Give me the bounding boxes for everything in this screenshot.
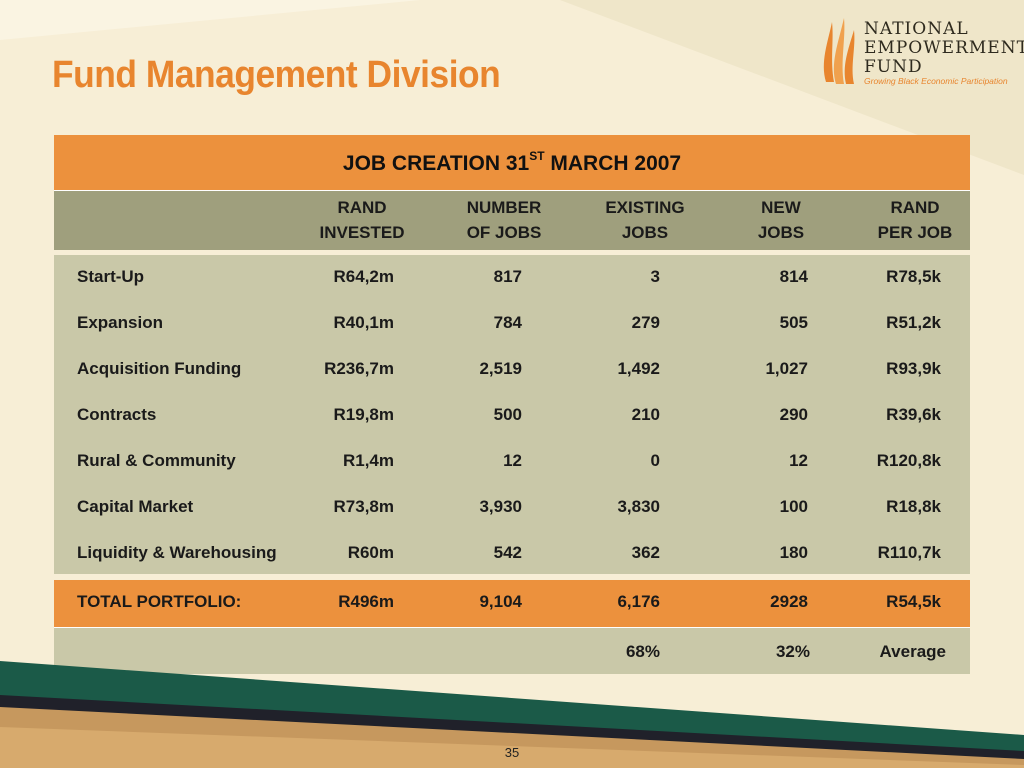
table-body: Start-Up R64,2m 817 3 814 R78,5k Expansi… bbox=[54, 255, 970, 574]
cell-per-job: R18,8k bbox=[886, 497, 941, 516]
table-title-main: JOB CREATION 31 bbox=[342, 152, 530, 175]
header-rand-per-job: RAND PER JOB bbox=[862, 195, 968, 245]
percent-existing: 68% bbox=[625, 642, 660, 661]
percentage-row-cells: 68% 32% Average bbox=[54, 642, 970, 666]
job-creation-table: JOB CREATION 31ST MARCH 2007 RAND INVEST… bbox=[54, 135, 970, 674]
table-row: Liquidity & Warehousing R60m 542 362 180… bbox=[54, 543, 970, 567]
flame-logo-icon bbox=[823, 18, 855, 84]
header-label: EXISTING bbox=[605, 198, 685, 217]
logo-line-3: FUND bbox=[864, 57, 923, 77]
cell-existing: 3,830 bbox=[617, 497, 660, 516]
cell-invested: R19,8m bbox=[333, 405, 394, 424]
header-rand-invested: RAND INVESTED bbox=[306, 195, 418, 245]
row-label: Contracts bbox=[77, 405, 157, 424]
cell-jobs: 12 bbox=[503, 451, 522, 470]
cell-invested: R40,1m bbox=[333, 313, 394, 332]
cell-new: 180 bbox=[779, 543, 808, 562]
cell-new: 100 bbox=[779, 497, 808, 516]
table-title-superscript: ST bbox=[529, 149, 545, 163]
cell-invested: R60m bbox=[347, 543, 394, 562]
percent-average-label: Average bbox=[879, 642, 946, 661]
cell-existing: 0 bbox=[650, 451, 660, 470]
table-row: Acquisition Funding R236,7m 2,519 1,492 … bbox=[54, 359, 970, 383]
table-row: Capital Market R73,8m 3,930 3,830 100 R1… bbox=[54, 497, 970, 521]
header-label: NEW bbox=[761, 198, 801, 217]
header-label: JOBS bbox=[757, 223, 805, 242]
table-title: JOB CREATION 31ST MARCH 2007 bbox=[54, 135, 970, 190]
total-label: TOTAL PORTFOLIO: bbox=[77, 592, 242, 611]
cell-new: 12 bbox=[789, 451, 808, 470]
cell-jobs: 500 bbox=[493, 405, 522, 424]
cell-new: 505 bbox=[779, 313, 808, 332]
cell-per-job: R93,9k bbox=[886, 359, 941, 378]
logo-tagline: Growing Black Economic Participation bbox=[864, 76, 1008, 86]
table-row: Contracts R19,8m 500 210 290 R39,6k bbox=[54, 405, 970, 429]
cell-new: 1,027 bbox=[765, 359, 808, 378]
nef-logo: NATIONAL EMPOWERMENT FUND Growing Black … bbox=[818, 12, 1024, 92]
cell-jobs: 817 bbox=[493, 267, 522, 286]
cell-existing: 210 bbox=[631, 405, 660, 424]
row-label: Start-Up bbox=[77, 267, 145, 286]
page-number: 35 bbox=[504, 745, 520, 760]
cell-jobs: 542 bbox=[493, 543, 522, 562]
table-row: Rural & Community R1,4m 12 0 12 R120,8k bbox=[54, 451, 970, 475]
total-row: TOTAL PORTFOLIO: R496m 9,104 6,176 2928 … bbox=[54, 580, 970, 627]
page-title: Fund Management Division bbox=[52, 54, 501, 96]
cell-existing: 279 bbox=[631, 313, 660, 332]
row-label: Rural & Community bbox=[77, 451, 236, 470]
header-label: OF JOBS bbox=[466, 223, 542, 242]
cell-new: 290 bbox=[779, 405, 808, 424]
total-new: 2928 bbox=[770, 592, 808, 611]
percentage-row: 68% 32% Average bbox=[54, 627, 970, 674]
total-existing: 6,176 bbox=[617, 592, 660, 611]
total-jobs: 9,104 bbox=[479, 592, 522, 611]
cell-existing: 3 bbox=[650, 267, 660, 286]
cell-invested: R64,2m bbox=[333, 267, 394, 286]
table-row: Start-Up R64,2m 817 3 814 R78,5k bbox=[54, 267, 970, 291]
row-label: Liquidity & Warehousing bbox=[77, 543, 277, 562]
logo-line-1: NATIONAL bbox=[864, 19, 969, 39]
row-label: Capital Market bbox=[77, 497, 194, 516]
header-new-jobs: NEW JOBS bbox=[736, 195, 826, 245]
header-label: NUMBER bbox=[466, 198, 542, 217]
row-label: Expansion bbox=[77, 313, 163, 332]
header-label: INVESTED bbox=[319, 223, 405, 242]
cell-per-job: R120,8k bbox=[876, 451, 941, 470]
total-invested: R496m bbox=[338, 592, 394, 611]
logo-wordmark: NATIONAL EMPOWERMENT FUND bbox=[864, 20, 1024, 77]
cell-jobs: 3,930 bbox=[479, 497, 522, 516]
cell-invested: R236,7m bbox=[324, 359, 394, 378]
cell-jobs: 2,519 bbox=[479, 359, 522, 378]
cell-per-job: R110,7k bbox=[877, 543, 941, 562]
cell-existing: 1,492 bbox=[617, 359, 660, 378]
bottom-decorative-bands bbox=[0, 661, 1024, 768]
row-label: Acquisition Funding bbox=[77, 359, 242, 378]
header-label: RAND bbox=[337, 198, 387, 217]
cell-per-job: R51,2k bbox=[886, 313, 941, 332]
cell-jobs: 784 bbox=[493, 313, 522, 332]
logo-line-2: EMPOWERMENT bbox=[864, 38, 1024, 58]
cell-existing: 362 bbox=[631, 543, 660, 562]
total-per-job: R54,5k bbox=[886, 592, 941, 611]
column-headers: RAND INVESTED NUMBER OF JOBS EXISTING JO… bbox=[54, 190, 970, 250]
cell-invested: R1,4m bbox=[342, 451, 394, 470]
table-title-tail: MARCH 2007 bbox=[544, 152, 682, 175]
total-row-cells: TOTAL PORTFOLIO: R496m 9,104 6,176 2928 … bbox=[54, 592, 970, 616]
cell-new: 814 bbox=[779, 267, 808, 286]
cell-per-job: R39,6k bbox=[886, 405, 941, 424]
header-label: RAND bbox=[890, 198, 940, 217]
cell-invested: R73,8m bbox=[333, 497, 394, 516]
cell-per-job: R78,5k bbox=[886, 267, 941, 286]
header-label: JOBS bbox=[621, 223, 669, 242]
header-label: PER JOB bbox=[877, 223, 953, 242]
table-row: Expansion R40,1m 784 279 505 R51,2k bbox=[54, 313, 970, 337]
header-existing-jobs: EXISTING JOBS bbox=[590, 195, 700, 245]
percent-new: 32% bbox=[775, 642, 810, 661]
header-number-of-jobs: NUMBER OF JOBS bbox=[449, 195, 559, 245]
